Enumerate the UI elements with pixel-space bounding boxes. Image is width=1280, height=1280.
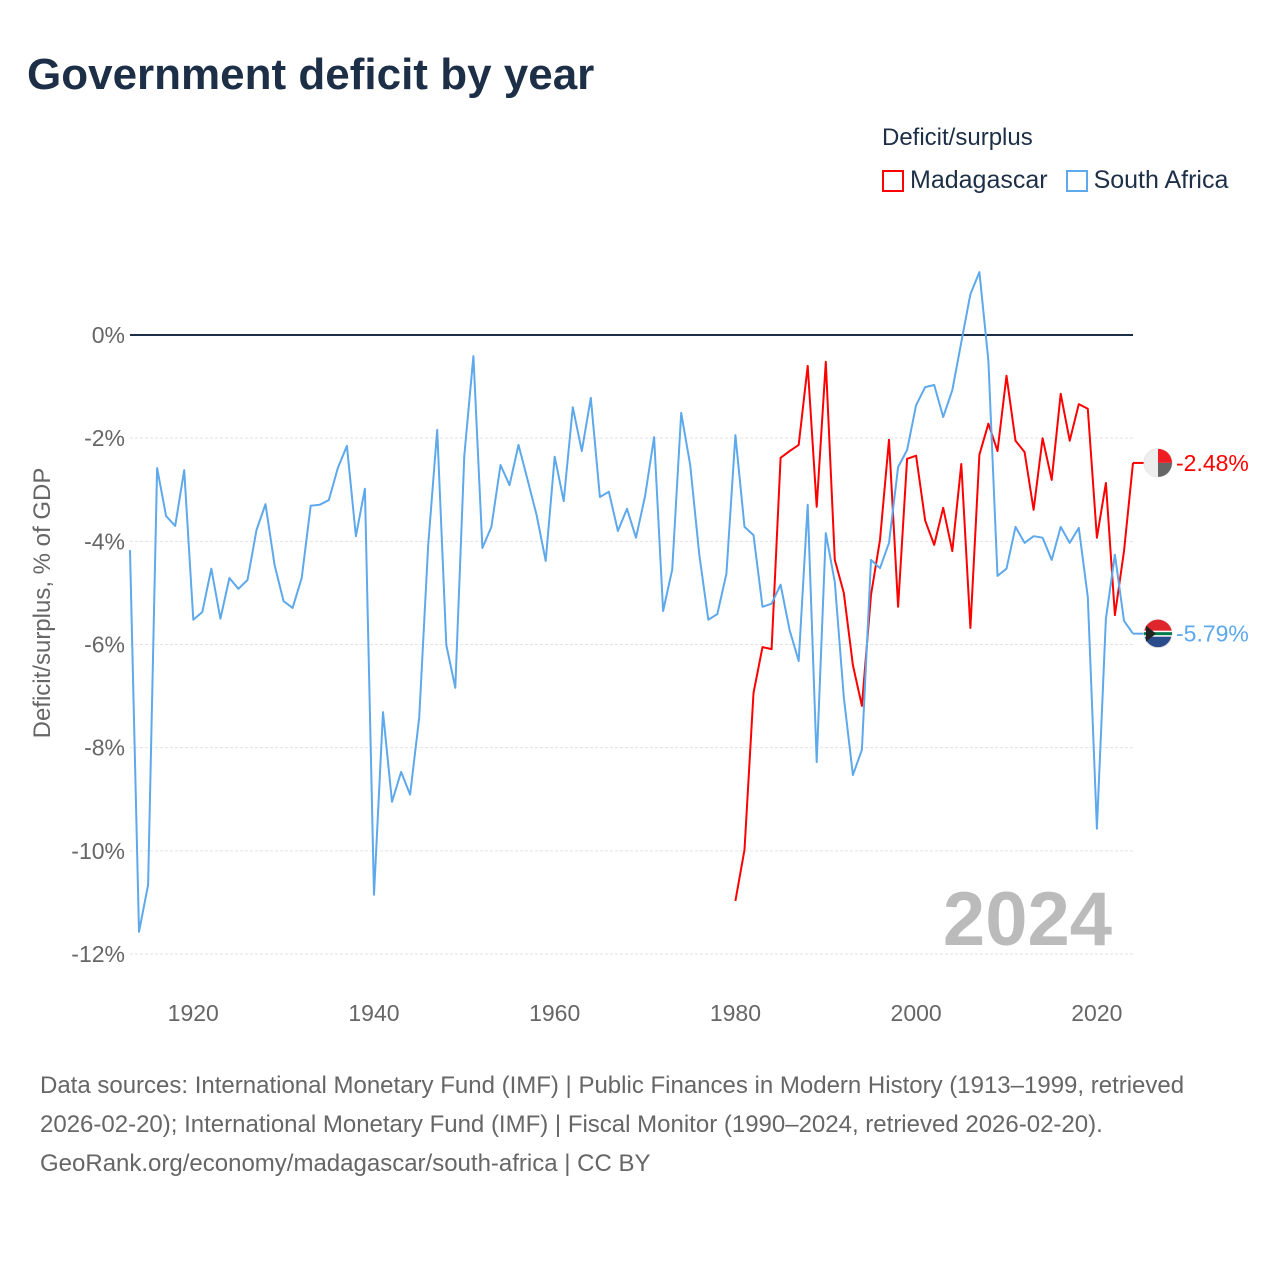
chart-title: Government deficit by year bbox=[27, 50, 595, 99]
x-tick-label: 2020 bbox=[1071, 1000, 1122, 1026]
legend-swatch-south-africa bbox=[1065, 169, 1088, 192]
grid: 0% -2% -4% -6% -8% -10% -12% 1920 1940 1960 1980 20… bbox=[71, 322, 1133, 1026]
y-tick-label: -10% bbox=[71, 838, 125, 864]
line-chart: 0% -2% -4% -6% -8% -10% -12% 1920 1940 1960 1980 20… bbox=[29, 271, 1249, 1026]
source-link[interactable]: GeoRank.org/economy/madagascar/south-afr… bbox=[40, 1150, 651, 1177]
legend-item-madagascar[interactable]: Madagascar bbox=[882, 166, 1048, 195]
y-axis-label: Deficit/surplus, % of GDP bbox=[29, 468, 56, 739]
series-lines: -2.48% -5.79% bbox=[129, 271, 1249, 933]
end-value-label: -2.48% bbox=[1176, 450, 1249, 476]
y-tick-label: 0% bbox=[92, 322, 125, 348]
series-line-south-africa[interactable] bbox=[129, 271, 1134, 933]
y-tick-label: -4% bbox=[84, 528, 125, 554]
legend-item-south-africa[interactable]: South Africa bbox=[1065, 166, 1229, 195]
x-tick-label: 2000 bbox=[891, 1000, 942, 1026]
source-text: Data sources: International Monetary Fun… bbox=[40, 1072, 1185, 1138]
year-overlay: 2024 bbox=[943, 877, 1112, 962]
legend: Madagascar South Africa bbox=[882, 166, 1228, 195]
legend-label: South Africa bbox=[1093, 166, 1229, 194]
legend-label: Madagascar bbox=[910, 166, 1048, 194]
legend-swatch-madagascar bbox=[882, 169, 904, 192]
y-tick-label: -2% bbox=[84, 425, 125, 451]
y-tick-label: -12% bbox=[71, 941, 125, 967]
series-line-madagascar[interactable] bbox=[734, 360, 1134, 902]
source-notes: Data sources: International Monetary Fun… bbox=[40, 1066, 1240, 1183]
y-tick-label: -8% bbox=[84, 735, 125, 761]
flag-icon-south-africa bbox=[1143, 619, 1173, 649]
flag-icon-madagascar bbox=[1143, 448, 1173, 478]
legend-title: Deficit/surplus bbox=[882, 124, 1033, 151]
end-value-label: -5.79% bbox=[1176, 621, 1249, 647]
x-tick-label: 1960 bbox=[529, 1000, 580, 1026]
x-tick-label: 1940 bbox=[348, 1000, 399, 1026]
x-tick-label: 1980 bbox=[710, 1000, 761, 1026]
x-tick-label: 1920 bbox=[168, 1000, 219, 1026]
y-tick-label: -6% bbox=[84, 632, 125, 658]
